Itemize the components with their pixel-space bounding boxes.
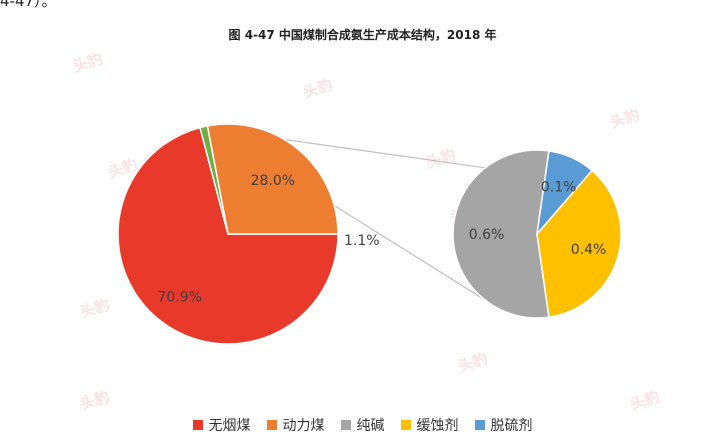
watermark-logo: 头豹 bbox=[608, 105, 642, 131]
legend-entry: 动力煤 bbox=[266, 415, 325, 435]
legend-entry: 脱硫剂 bbox=[474, 415, 533, 435]
legend-label: 动力煤 bbox=[282, 418, 325, 434]
watermark-logo: 头豹 bbox=[78, 387, 112, 413]
watermark-logo: 头豹 bbox=[71, 49, 105, 75]
legend-entry: 缓蚀剂 bbox=[400, 415, 459, 435]
pie-slice bbox=[117, 126, 339, 345]
main-pie bbox=[117, 123, 339, 345]
legend-label: 脱硫剂 bbox=[490, 418, 533, 434]
chart-title: 图 4-47 中国煤制合成氨生产成本结构，2018 年 bbox=[228, 28, 497, 42]
legend-entry: 纯碱 bbox=[340, 415, 385, 435]
pie-slice bbox=[452, 149, 550, 319]
legend-swatch bbox=[340, 420, 351, 430]
data-label: 0.1% bbox=[541, 180, 577, 196]
data-labels: 70.9% 28.0% 1.1% 0.6% 0.4% 0.1% bbox=[157, 173, 606, 306]
legend-swatch bbox=[400, 420, 411, 430]
legend: 无烟煤 动力煤 纯碱 缓蚀剂 脱硫剂 bbox=[0, 415, 725, 435]
data-label: 0.6% bbox=[469, 227, 505, 243]
legend-label: 无烟煤 bbox=[208, 418, 251, 434]
breakout-pie bbox=[452, 149, 622, 319]
legend-swatch bbox=[266, 420, 277, 430]
watermark-logo: 头豹 bbox=[78, 295, 112, 321]
legend-entry: 无烟煤 bbox=[192, 415, 251, 435]
pie-slice bbox=[206, 123, 339, 235]
watermark-logo: 头豹 bbox=[301, 75, 335, 101]
watermark-logo: 头豹 bbox=[424, 145, 458, 171]
data-label: 70.9% bbox=[157, 290, 201, 306]
pie-slice bbox=[535, 150, 594, 237]
page-text-fragment: 4-47）。 bbox=[0, 0, 57, 10]
watermark-logo: 头豹 bbox=[628, 387, 662, 413]
data-label: 1.1% bbox=[344, 233, 380, 249]
watermark-logo: 头豹 bbox=[456, 349, 490, 375]
pie-slice bbox=[199, 125, 229, 235]
legend-swatch bbox=[474, 420, 485, 430]
legend-label: 纯碱 bbox=[356, 418, 385, 434]
legend-label: 缓蚀剂 bbox=[416, 418, 459, 434]
data-label: 0.4% bbox=[571, 242, 607, 258]
legend-swatch bbox=[192, 420, 203, 430]
data-label: 28.0% bbox=[251, 173, 295, 189]
pie-slice bbox=[536, 169, 622, 318]
